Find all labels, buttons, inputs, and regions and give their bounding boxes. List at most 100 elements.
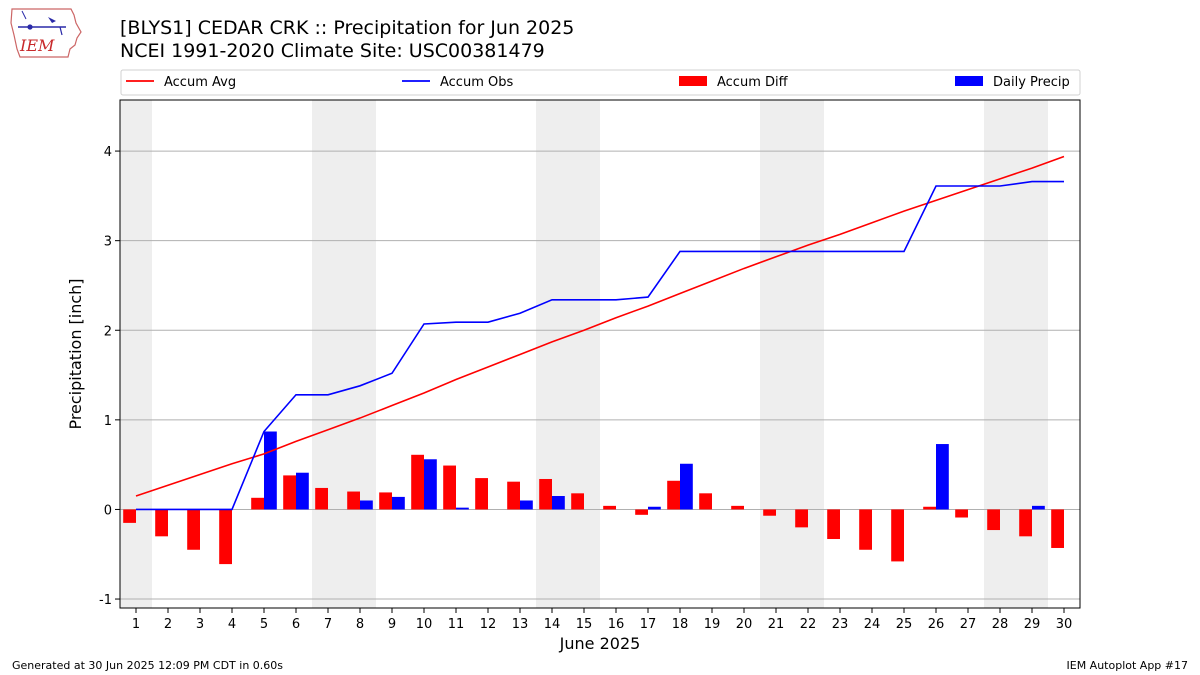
x-tick-label: 16 — [608, 617, 625, 632]
y-tick-label: -1 — [99, 593, 112, 608]
weekend-band — [984, 100, 1048, 608]
x-tick-label: 19 — [704, 617, 721, 632]
x-tick-label: 6 — [292, 617, 300, 632]
x-tick-label: 3 — [196, 617, 204, 632]
accum-diff-bar — [955, 509, 968, 518]
x-tick-label: 12 — [480, 617, 497, 632]
accum-diff-bar — [155, 509, 168, 537]
gridlines — [120, 150, 1080, 600]
iowa-outline — [10, 8, 82, 58]
bars — [123, 431, 1064, 565]
legend-label-accum-diff: Accum Diff — [717, 75, 789, 90]
accum-diff-bar — [539, 478, 552, 510]
x-tick-label: 13 — [512, 617, 529, 632]
x-tick-label: 1 — [132, 617, 140, 632]
accum-diff-bar — [635, 509, 648, 515]
accum-diff-bar — [443, 465, 456, 510]
accum-diff-bar — [891, 509, 904, 562]
accum-diff-bar — [699, 493, 712, 510]
daily-precip-bar — [1032, 505, 1045, 510]
accum-diff-bar — [571, 493, 584, 510]
accum-diff-bar — [827, 509, 840, 540]
daily-precip-bar — [552, 496, 565, 510]
lines — [135, 155, 1065, 511]
accum-diff-bar — [475, 478, 488, 510]
daily-precip-bar — [264, 431, 277, 510]
accum-diff-bar — [667, 480, 680, 510]
x-tick-label: 29 — [1024, 617, 1041, 632]
daily-precip-bar — [424, 459, 437, 510]
accum-obs-line — [136, 180, 1064, 511]
daily-precip-bar — [456, 507, 469, 510]
legend-swatch-accum-diff — [679, 76, 707, 86]
daily-precip-bar — [296, 472, 309, 510]
daily-precip-bar — [648, 506, 661, 510]
x-tick-label: 25 — [896, 617, 913, 632]
y-tick-label: 0 — [104, 503, 112, 518]
x-tick-label: 20 — [736, 617, 753, 632]
legend-label-accum-avg: Accum Avg — [164, 75, 236, 90]
plot-frame — [119, 99, 1081, 609]
accum-diff-bar — [795, 509, 808, 528]
accum-diff-bar — [763, 509, 776, 516]
legend-label-accum-obs: Accum Obs — [440, 75, 513, 90]
accum-diff-bar — [123, 509, 136, 523]
x-tick-label: 11 — [448, 617, 465, 632]
x-tick-label: 30 — [1056, 617, 1073, 632]
x-axis-label: June 2025 — [559, 634, 641, 653]
daily-precip-bar — [936, 444, 949, 510]
weekend-band — [120, 100, 152, 608]
legend-box — [120, 69, 1081, 96]
x-tick-label: 23 — [832, 617, 849, 632]
y-tick-label: 4 — [104, 145, 112, 160]
app-label: IEM Autoplot App #17 — [1066, 659, 1189, 672]
x-tick-label: 18 — [672, 617, 689, 632]
x-tick-label: 10 — [416, 617, 433, 632]
logo-text: IEM — [19, 36, 55, 55]
accum-diff-bar — [315, 487, 328, 510]
daily-precip-bar — [680, 463, 693, 510]
legend: Accum Avg Accum Obs Accum Diff Daily Precip — [120, 69, 1081, 96]
accum-diff-bar — [1019, 509, 1032, 537]
x-tick-label: 17 — [640, 617, 657, 632]
x-tick-label: 28 — [992, 617, 1009, 632]
x-tick-label: 9 — [388, 617, 396, 632]
x-tick-label: 27 — [960, 617, 977, 632]
accum-diff-bar — [1051, 509, 1064, 548]
accum-diff-bar — [923, 506, 936, 510]
accum-diff-bar — [987, 509, 1000, 531]
x-tick-label: 8 — [356, 617, 364, 632]
x-tick-label: 5 — [260, 617, 268, 632]
accum-avg-line — [135, 155, 1065, 497]
accum-diff-bar — [507, 481, 520, 510]
x-tick-label: 7 — [324, 617, 332, 632]
x-tick-label: 26 — [928, 617, 945, 632]
weekend-band — [312, 100, 376, 608]
x-tick-label: 22 — [800, 617, 817, 632]
daily-precip-bar — [520, 500, 533, 510]
legend-swatch-daily-precip — [955, 76, 983, 86]
y-tick-label: 1 — [104, 414, 112, 429]
accum-diff-bar — [603, 505, 616, 510]
y-tick-label: 2 — [104, 324, 112, 339]
weekend-shading — [120, 100, 1048, 608]
y-axis-label: Precipitation [inch] — [66, 278, 85, 429]
accum-diff-bar — [219, 509, 232, 565]
weekend-band — [536, 100, 600, 608]
accum-diff-bar — [859, 509, 872, 550]
daily-precip-bar — [392, 496, 405, 510]
weekend-band — [760, 100, 824, 608]
accum-diff-bar — [187, 509, 200, 550]
x-tick-label: 21 — [768, 617, 785, 632]
accum-diff-bar — [411, 454, 424, 510]
accum-diff-bar — [251, 497, 264, 510]
y-tick-label: 3 — [104, 235, 112, 250]
generated-timestamp: Generated at 30 Jun 2025 12:09 PM CDT in… — [12, 659, 284, 672]
accum-diff-bar — [347, 491, 360, 510]
x-tick-label: 15 — [576, 617, 593, 632]
x-tick-label: 4 — [228, 617, 236, 632]
accum-diff-bar — [283, 475, 296, 510]
daily-precip-bar — [360, 500, 373, 510]
